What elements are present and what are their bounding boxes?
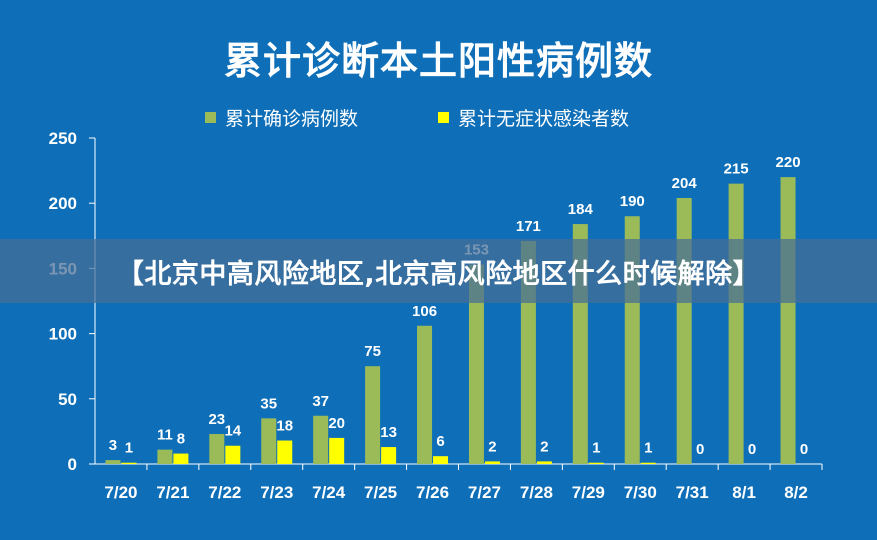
x-tick-label: 7/22 [208, 483, 241, 502]
data-label-asymptomatic: 8 [177, 431, 185, 448]
bar-confirmed [105, 460, 121, 464]
x-tick-label: 7/24 [312, 483, 346, 502]
data-label-asymptomatic: 0 [696, 441, 704, 458]
data-label-asymptomatic: 2 [540, 438, 548, 455]
bar-asymptomatic [433, 456, 449, 464]
legend-item-confirmed: 累计确诊病例数 [205, 104, 358, 131]
data-label-asymptomatic: 0 [748, 441, 756, 458]
bar-confirmed [676, 197, 692, 464]
bar-confirmed [157, 449, 173, 464]
x-tick-label: 7/27 [468, 483, 501, 502]
legend-item-asymptomatic: 累计无症状感染者数 [438, 104, 629, 131]
overlay-banner: 【北京中高风险地区,北京高风险地区什么时候解除】 [0, 239, 877, 303]
legend-label-asymptomatic: 累计无症状感染者数 [458, 108, 630, 130]
bar-asymptomatic [484, 461, 500, 464]
bar-asymptomatic [225, 445, 241, 464]
data-label-asymptomatic: 6 [436, 433, 444, 450]
bar-confirmed [365, 366, 381, 464]
data-label-asymptomatic: 18 [276, 418, 293, 435]
data-label-confirmed: 204 [672, 175, 698, 192]
chart-legend: 累计确诊病例数 累计无症状感染者数 [0, 104, 877, 131]
bar-confirmed [261, 418, 277, 464]
bar-asymptomatic [588, 462, 604, 464]
bar-confirmed [468, 264, 484, 464]
bar-confirmed [780, 177, 796, 464]
x-tick-label: 8/2 [784, 483, 808, 502]
x-tick-label: 7/21 [156, 483, 189, 502]
x-tick-label: 7/26 [416, 483, 449, 502]
legend-swatch-asymptomatic-icon [438, 112, 449, 123]
x-tick-label: 7/29 [572, 483, 605, 502]
bar-confirmed [728, 183, 744, 464]
bar-asymptomatic [121, 462, 137, 464]
bar-asymptomatic [277, 440, 293, 464]
data-label-asymptomatic: 2 [488, 438, 496, 455]
bar-asymptomatic [640, 462, 656, 464]
y-tick-label: 100 [49, 325, 77, 344]
data-label-confirmed: 106 [412, 303, 437, 320]
x-tick-label: 8/1 [732, 483, 756, 502]
data-label-confirmed: 190 [620, 193, 645, 210]
x-tick-label: 7/31 [676, 483, 709, 502]
data-label-asymptomatic: 20 [328, 415, 345, 432]
x-tick-label: 7/28 [520, 483, 553, 502]
bar-asymptomatic [381, 447, 397, 464]
bar-asymptomatic [329, 437, 345, 464]
data-label-confirmed: 3 [109, 437, 117, 454]
legend-label-confirmed: 累计确诊病例数 [225, 108, 359, 130]
x-tick-label: 7/20 [104, 483, 137, 502]
data-label-asymptomatic: 13 [380, 424, 397, 441]
x-tick-label: 7/23 [260, 483, 293, 502]
data-label-confirmed: 220 [776, 154, 801, 171]
data-label-asymptomatic: 1 [592, 440, 600, 457]
data-label-confirmed: 184 [568, 201, 594, 218]
y-tick-label: 50 [58, 390, 77, 409]
data-label-confirmed: 75 [364, 343, 381, 360]
bar-confirmed [209, 434, 225, 464]
data-label-asymptomatic: 1 [125, 440, 133, 457]
bar-asymptomatic [173, 453, 189, 464]
y-tick-label: 0 [68, 455, 77, 474]
data-label-asymptomatic: 1 [644, 440, 652, 457]
x-tick-label: 7/30 [624, 483, 657, 502]
x-tick-label: 7/25 [364, 483, 397, 502]
data-label-confirmed: 35 [260, 395, 277, 412]
chart-title: 累计诊断本土阳性病例数 [223, 39, 653, 83]
y-tick-label: 200 [49, 194, 77, 213]
data-label-confirmed: 23 [208, 411, 225, 428]
y-tick-label: 250 [49, 129, 77, 148]
bar-asymptomatic [536, 461, 552, 464]
data-label-confirmed: 11 [157, 427, 173, 444]
data-label-asymptomatic: 14 [224, 423, 241, 440]
legend-swatch-confirmed-icon [205, 112, 216, 123]
bar-confirmed [313, 415, 329, 464]
data-label-confirmed: 37 [312, 393, 329, 410]
data-label-asymptomatic: 0 [800, 441, 808, 458]
data-label-confirmed: 215 [724, 161, 749, 178]
data-label-confirmed: 171 [516, 218, 541, 235]
bar-confirmed [417, 325, 433, 464]
